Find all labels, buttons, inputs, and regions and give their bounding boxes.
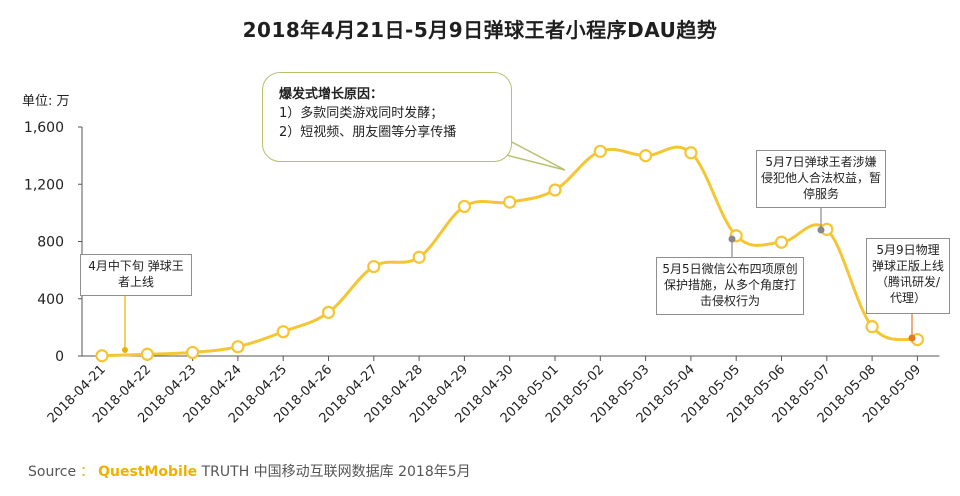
dau-point [548,183,562,197]
chart-title: 2018年4月21日-5月9日弹球王者小程序DAU趋势 [242,18,718,42]
launch-callout: 4月中下旬 弹球王者上线 [80,254,192,296]
dau-point [276,325,290,339]
y-tick-label: 1,600 [24,120,64,136]
may5-leader-dot [728,235,736,243]
y-tick-label: 1,200 [24,177,64,193]
dau-point [774,235,789,249]
growth-reason-pointer [505,139,566,171]
growth-reason-line-2: 2）短视频、朋友圈等分享传播 [279,125,457,140]
may9-callout: 5月9日物理弹球正版上线（腾讯研发/代理） [866,238,950,314]
source-brand: QuestMobile [98,464,198,480]
source-rest: TRUTH 中国移动互联网数据库 2018年5月 [201,464,471,480]
may9-leader-dot [908,334,916,342]
y-tick-label: 0 [55,349,64,365]
dau-point [186,345,200,360]
growth-reason-title: 爆发式增长原因： [279,87,384,102]
dau-point [638,149,653,163]
dau-point [503,195,517,209]
dau-point [457,199,471,214]
may7-callout: 5月7日弹球王者涉嫌侵犯他人合法权益，暂停服务 [756,150,886,208]
dau-point [684,146,698,160]
y-tick-label: 400 [37,292,64,308]
dau-point [412,250,426,264]
growth-reason-callout: 爆发式增长原因： 1）多款同类游戏同时发酵； 2）短视频、朋友圈等分享传播 [262,72,512,162]
y-tick-label: 800 [37,235,64,251]
y-axis-unit-label: 单位: 万 [22,94,70,109]
may5-callout: 5月5日微信公布四项原创保护措施，从多个角度打击侵权行为 [656,257,804,315]
dau-point [95,349,109,363]
dau-point [231,340,245,354]
source-separator: ： [80,464,95,480]
dau-point [865,320,879,334]
may7-leader-dot [817,226,825,234]
dau-point [321,305,336,319]
source-prefix: Source [28,464,77,480]
launch-leader-dot [122,347,128,353]
dau-point [367,259,381,274]
growth-reason-line-1: 1）多款同类游戏同时发酵； [279,106,444,121]
dau-point [593,144,607,158]
dau-point [140,347,154,361]
source-footer: Source： QuestMobile TRUTH 中国移动互联网数据库 2018… [28,461,471,481]
